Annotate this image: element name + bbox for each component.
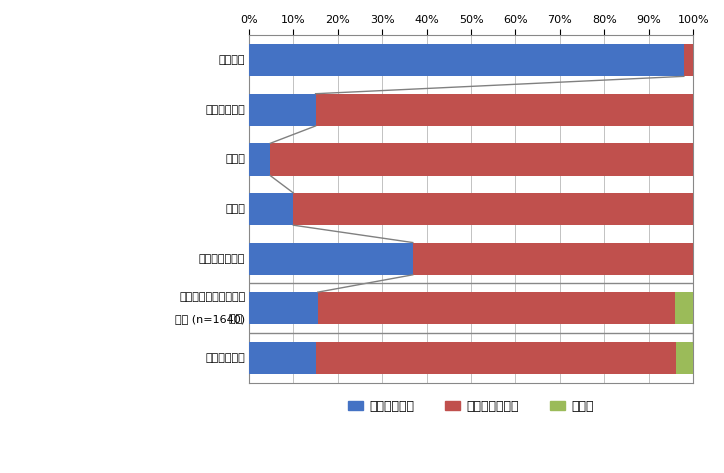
Bar bbox=[270, 143, 693, 175]
Bar bbox=[684, 44, 693, 76]
Bar bbox=[293, 193, 693, 225]
Text: 特例市以上　計: 特例市以上 計 bbox=[199, 254, 245, 263]
Text: 計 (n=1640): 計 (n=1640) bbox=[175, 314, 245, 324]
Bar bbox=[316, 342, 676, 374]
Bar bbox=[249, 292, 318, 324]
Bar bbox=[318, 292, 675, 324]
Bar bbox=[316, 94, 693, 126]
Bar bbox=[249, 342, 316, 374]
Text: 都道府県: 都道府県 bbox=[219, 55, 245, 65]
Bar bbox=[675, 292, 693, 324]
Bar bbox=[676, 342, 693, 374]
Text: 計: 計 bbox=[229, 314, 245, 324]
Bar bbox=[249, 243, 413, 275]
Text: 特例市未満の市区町村: 特例市未満の市区町村 bbox=[179, 292, 245, 302]
Text: 政令指定都市: 政令指定都市 bbox=[206, 105, 245, 115]
Text: 特例市: 特例市 bbox=[225, 204, 245, 214]
Legend: 委嘱している, 委嘱していない, 無回答: 委嘱している, 委嘱していない, 無回答 bbox=[343, 395, 599, 418]
Bar bbox=[249, 193, 293, 225]
Text: 中核市: 中核市 bbox=[225, 155, 245, 165]
Bar bbox=[413, 243, 693, 275]
Bar bbox=[249, 94, 316, 126]
Bar bbox=[249, 44, 684, 76]
Text: 市区町村　計: 市区町村 計 bbox=[206, 353, 245, 363]
Bar bbox=[249, 143, 270, 175]
